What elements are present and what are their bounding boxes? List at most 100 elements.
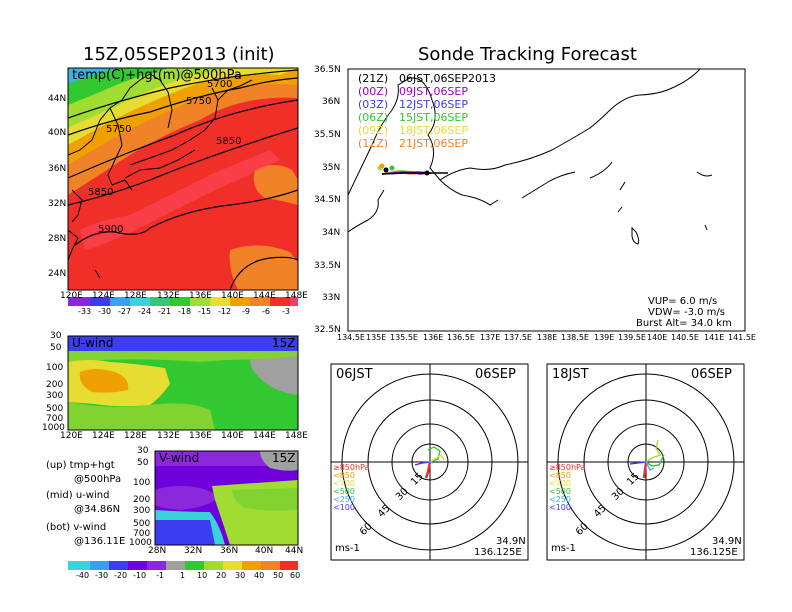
legend-note-bot2: @136.11E <box>74 536 126 547</box>
colorbar-label: -30 <box>98 307 112 316</box>
vwind-x-tick: 32N <box>184 546 203 556</box>
track-lon-tick: 141E <box>704 333 725 342</box>
uwind-panel <box>68 336 298 430</box>
map500-lat-tick: 28N <box>48 234 67 244</box>
contour-label: 5900 <box>98 224 124 235</box>
vwind-colorbar <box>68 561 298 570</box>
map500-lon-tick: 144E <box>253 291 276 301</box>
track-lon-tick: 140.5E <box>671 333 699 342</box>
map500-lat-tick: 44N <box>48 94 67 104</box>
map500-lon-tick: 124E <box>92 291 115 301</box>
launch-utc-4: (09Z) <box>358 124 389 137</box>
polar-left-level-0: ≥850hPa <box>333 463 370 472</box>
polar-left-level-3: <500 <box>333 487 355 496</box>
colorbar-label: 1 <box>180 571 186 580</box>
polar-right-date: 06SEP <box>691 367 732 382</box>
uwind-label: U-wind <box>72 336 114 350</box>
map500-lon-tick: 132E <box>157 291 180 301</box>
polar-left-level-2: <700 <box>333 479 355 488</box>
polar-right-level-0: ≥850hPa <box>549 463 586 472</box>
track-lon-tick: 134.5E <box>337 333 365 342</box>
track-lat-tick: 33.5N <box>314 261 341 271</box>
contour-label: 5750 <box>106 124 132 135</box>
uwind-y-tick: 1000 <box>42 423 65 433</box>
vwind-panel <box>155 451 298 545</box>
launch-utc-3: (06Z) <box>358 111 389 124</box>
track-lon-tick: 137E <box>480 333 501 342</box>
uwind-x-tick: 140E <box>221 431 244 441</box>
legend-note-mid: (mid) u-wind <box>46 490 110 501</box>
polar-left-level-1: <850 <box>333 471 355 480</box>
uwind-y-tick: 500 <box>46 404 64 414</box>
launch-jst-3: 15JST,06SEP <box>399 111 469 124</box>
colorbar-label: 30 <box>235 571 246 580</box>
map500-lon-tick: 128E <box>124 291 147 301</box>
colorbar-label: -18 <box>178 307 192 316</box>
colorbar-label: -3 <box>282 307 290 316</box>
uwind-y-tick: 30 <box>50 331 62 341</box>
track-lon-tick: 136E <box>423 333 444 342</box>
uwind-x-tick: 148E <box>285 431 308 441</box>
vwind-label: V-wind <box>159 451 200 465</box>
colorbar-label: -30 <box>95 571 109 580</box>
colorbar-label: -40 <box>76 571 90 580</box>
colorbar-label: -20 <box>114 571 128 580</box>
colorbar-label: -27 <box>118 307 132 316</box>
vwind-y-tick: 500 <box>133 519 151 529</box>
track-lon-tick: 135E <box>366 333 387 342</box>
map500-label: temp(C)+hgt(m)@500hPa <box>72 68 242 83</box>
track-lon-tick: 137.5E <box>504 333 532 342</box>
uwind-x-tick: 128E <box>124 431 147 441</box>
polar-left-level-5: <100 <box>333 503 355 512</box>
polar-right-level-3: <500 <box>549 487 571 496</box>
sonde-track-markers <box>377 163 430 176</box>
polar-right-unit: ms-1 <box>551 543 576 554</box>
uwind-y-tick: 100 <box>46 363 64 373</box>
legend-note-mid2: @34.86N <box>74 504 121 515</box>
track-lon-tick: 138.5E <box>561 333 589 342</box>
track-lon-tick: 138E <box>537 333 558 342</box>
polar-right-level-2: <700 <box>549 479 571 488</box>
colorbar-label: 10 <box>197 571 208 580</box>
polar-right-lat: 34.9N <box>712 536 742 547</box>
track-lon-tick: 140E <box>647 333 668 342</box>
polar-left-lat: 34.9N <box>496 536 526 547</box>
map500-lat-tick: 40N <box>48 128 67 138</box>
polar-right-plot <box>546 363 745 561</box>
uwind-x-tick: 120E <box>60 431 83 441</box>
uwind-x-tick: 124E <box>92 431 115 441</box>
vwind-y-tick: 700 <box>133 529 151 539</box>
track-lon-tick: 136.5E <box>447 333 475 342</box>
legend-note-bot: (bot) v-wind <box>46 522 107 533</box>
map500-lat-tick: 24N <box>48 269 67 279</box>
colorbar-label: -9 <box>242 307 250 316</box>
polar-right-level-5: <100 <box>549 503 571 512</box>
launch-jst-5: 21JST,06SEP <box>399 137 469 150</box>
track-lat-tick: 34N <box>322 228 341 238</box>
vwind-x-tick: 40N <box>255 546 274 556</box>
launch-jst-1: 09JST,06SEP <box>399 85 469 98</box>
map500-lon-tick: 120E <box>60 291 83 301</box>
map500-panel <box>68 68 298 290</box>
track-lat-tick: 35.5N <box>314 130 341 140</box>
vwind-x-tick: 36N <box>220 546 239 556</box>
polar-left-plot <box>330 363 529 561</box>
colorbar-label: 20 <box>216 571 227 580</box>
track-lon-tick: 141.5E <box>728 333 756 342</box>
track-lon-tick: 139E <box>594 333 615 342</box>
map500-lon-tick: 148E <box>285 291 308 301</box>
uwind-y-tick: 200 <box>46 380 64 390</box>
vup-text: VUP= 6.0 m/s <box>648 296 718 307</box>
colorbar-label: -15 <box>198 307 212 316</box>
contour-label: 5850 <box>88 187 114 198</box>
contour-label: 5750 <box>186 96 212 107</box>
uwind-x-tick: 132E <box>157 431 180 441</box>
colorbar-label: 60 <box>290 571 301 580</box>
uwind-x-tick: 136E <box>189 431 212 441</box>
colorbar-label: -24 <box>138 307 152 316</box>
left-title: 15Z,05SEP2013 (init) <box>83 44 275 65</box>
track-lon-tick: 135.5E <box>390 333 418 342</box>
track-map <box>347 68 746 332</box>
launch-jst-2: 12JST,06SEP <box>399 98 469 111</box>
